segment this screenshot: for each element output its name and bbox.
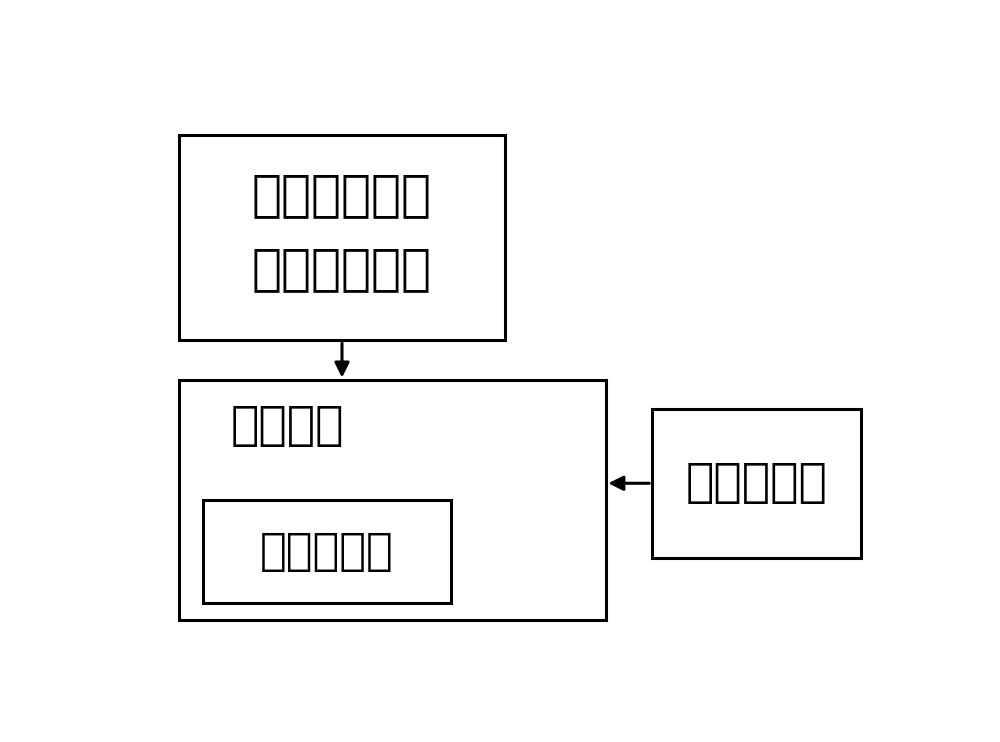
Text: 监控平台: 监控平台 [231, 404, 344, 449]
Text: 终端服务器: 终端服务器 [686, 461, 828, 506]
Text: 上位机软件: 上位机软件 [260, 531, 393, 574]
Bar [179, 135, 505, 341]
Bar [202, 500, 451, 603]
Text: 数据采集装置: 数据采集装置 [252, 245, 432, 293]
Bar [652, 409, 861, 557]
Text: 现浇浆体状态: 现浇浆体状态 [252, 171, 432, 219]
Bar [179, 381, 606, 620]
